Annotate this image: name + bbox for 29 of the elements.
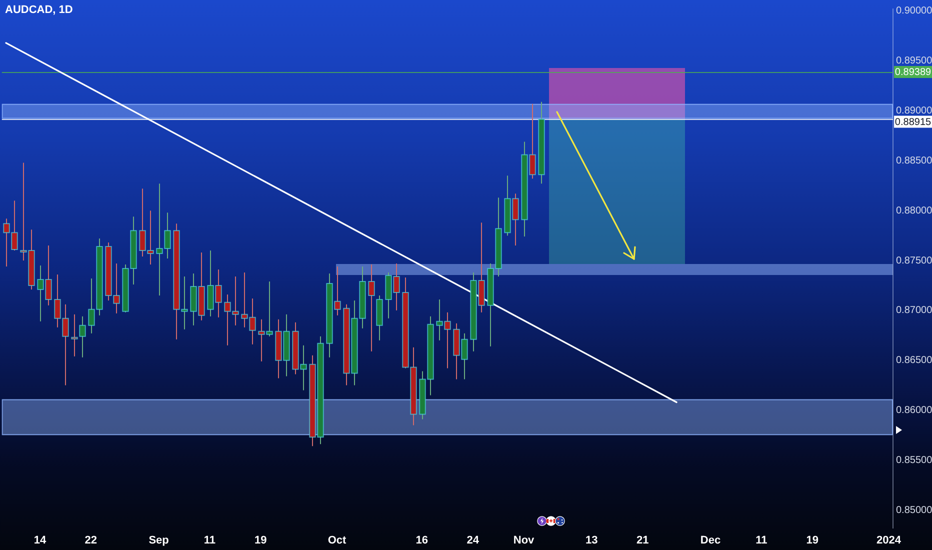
- chart-title: AUDCAD, 1D: [5, 4, 73, 16]
- x-tick-label: Oct: [328, 534, 347, 547]
- x-tick-label: 19: [254, 534, 267, 547]
- y-tick-label: 0.89500: [896, 56, 932, 67]
- x-tick-label: Dec: [700, 534, 721, 547]
- x-tick-label: 14: [34, 534, 47, 547]
- x-tick-label: 19: [806, 534, 818, 547]
- x-tick-label: 11: [204, 534, 216, 547]
- x-tick-label: Nov: [513, 534, 536, 547]
- x-tick-label: 16: [416, 534, 428, 547]
- x-tick-label: 21: [636, 534, 649, 547]
- ref-line-label: 0.88915: [894, 117, 932, 128]
- y-tick-label: 0.85000: [896, 504, 932, 516]
- y-tick-label: 0.89000: [896, 106, 932, 117]
- x-tick-label: 2024: [876, 534, 902, 547]
- y-tick-label: 0.88500: [896, 155, 932, 166]
- x-tick-label: 11: [756, 534, 768, 547]
- y-tick-label: 0.90000: [896, 6, 932, 17]
- y-tick-label: 0.87500: [896, 255, 932, 266]
- y-tick-label: 0.87000: [896, 305, 932, 316]
- y-tick-label: 0.86000: [896, 404, 932, 416]
- x-tick-label: Sep: [148, 534, 170, 547]
- ref-line-label: 0.89389: [894, 67, 932, 78]
- y-tick-label: 0.86500: [896, 355, 932, 366]
- y-tick-label: 0.88000: [896, 205, 932, 216]
- x-tick-label: 13: [586, 534, 598, 547]
- y-tick-label: 0.85500: [896, 454, 932, 466]
- x-tick-label: 22: [84, 534, 98, 547]
- x-tick-label: 24: [466, 534, 480, 547]
